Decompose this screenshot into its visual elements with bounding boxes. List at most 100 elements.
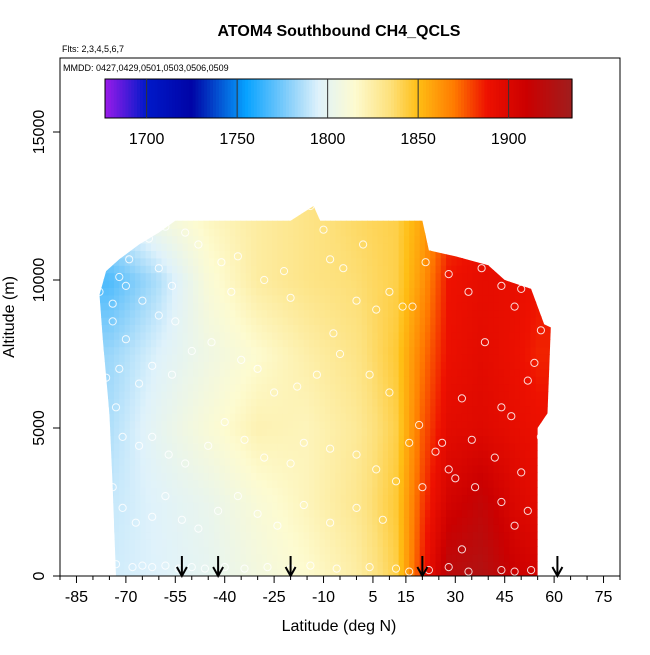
heatmap-cell [140,539,146,547]
heatmap-cell [103,236,109,244]
heatmap-cell [151,524,157,532]
heatmap-cell [341,487,347,495]
heatmap-cell [188,221,194,229]
heatmap-cell [404,546,410,554]
heatmap-cell [272,532,278,540]
heatmap-cell [356,561,362,569]
heatmap-cell [520,421,526,429]
heatmap-cell [446,317,452,325]
heatmap-cell [98,258,104,266]
heatmap-cell [536,561,542,569]
heatmap-cell [546,221,552,229]
heatmap-cell [420,398,426,406]
heatmap-cell [425,376,431,384]
heatmap-cell [209,302,215,310]
heatmap-cell [214,546,220,554]
heatmap-cell [346,487,352,495]
heatmap-cell [457,554,463,562]
heatmap-cell [430,354,436,362]
heatmap-cell [509,199,515,207]
heatmap-cell [293,339,299,347]
heatmap-cell [356,428,362,436]
heatmap-cell [204,243,210,251]
heatmap-cell [504,509,510,517]
heatmap-cell [530,280,536,288]
heatmap-cell [330,421,336,429]
heatmap-cell [378,295,384,303]
heatmap-cell [304,391,310,399]
heatmap-cell [114,287,120,295]
heatmap-cell [467,347,473,355]
heatmap-cell [288,310,294,318]
heatmap-cell [130,458,136,466]
heatmap-cell [214,361,220,369]
heatmap-cell [214,354,220,362]
heatmap-cell [130,295,136,303]
heatmap-cell [230,324,236,332]
heatmap-cell [188,317,194,325]
heatmap-cell [230,384,236,392]
heatmap-cell [388,317,394,325]
heatmap-cell [504,532,510,540]
heatmap-cell [362,302,368,310]
heatmap-cell [478,495,484,503]
heatmap-cell [351,221,357,229]
heatmap-cell [320,258,326,266]
heatmap-cell [441,450,447,458]
heatmap-cell [488,561,494,569]
heatmap-cell [314,324,320,332]
heatmap-cell [399,435,405,443]
heatmap-cell [309,361,315,369]
heatmap-cell [488,569,494,577]
heatmap-cell [151,228,157,236]
heatmap-cell [430,302,436,310]
heatmap-cell [483,502,489,510]
heatmap-cell [372,435,378,443]
heatmap-cell [436,406,442,414]
heatmap-cell [388,428,394,436]
heatmap-cell [509,250,515,258]
heatmap-cell [262,347,268,355]
heatmap-cell [325,317,331,325]
heatmap-cell [441,458,447,466]
heatmap-cell [267,332,273,340]
heatmap-cell [483,465,489,473]
heatmap-cell [140,273,146,281]
heatmap-cell [488,384,494,392]
heatmap-cell [209,450,215,458]
heatmap-cell [283,480,289,488]
heatmap-cell [557,310,563,318]
heatmap-cell [140,206,146,214]
heatmap-cell [146,421,152,429]
heatmap-cell [251,539,257,547]
heatmap-cell [541,391,547,399]
heatmap-cell [509,369,515,377]
heatmap-cell [314,458,320,466]
heatmap-cell [557,384,563,392]
heatmap-cell [362,287,368,295]
heatmap-cell [293,398,299,406]
heatmap-cell [420,472,426,480]
heatmap-cell [441,391,447,399]
heatmap-cell [462,421,468,429]
heatmap-cell [204,273,210,281]
heatmap-cell [551,354,557,362]
heatmap-cell [177,384,183,392]
heatmap-cell [420,347,426,355]
heatmap-cell [198,421,204,429]
heatmap-cell [467,236,473,244]
heatmap-cell [499,421,505,429]
heatmap-cell [256,450,262,458]
heatmap-cell [204,361,210,369]
heatmap-cell [404,376,410,384]
heatmap-cell [478,206,484,214]
heatmap-cell [483,391,489,399]
heatmap-cell [515,280,521,288]
heatmap-cell [441,532,447,540]
heatmap-cell [504,384,510,392]
heatmap-cell [520,199,526,207]
heatmap-cell [167,302,173,310]
heatmap-cell [483,487,489,495]
heatmap-cell [414,265,420,273]
heatmap-cell [288,532,294,540]
